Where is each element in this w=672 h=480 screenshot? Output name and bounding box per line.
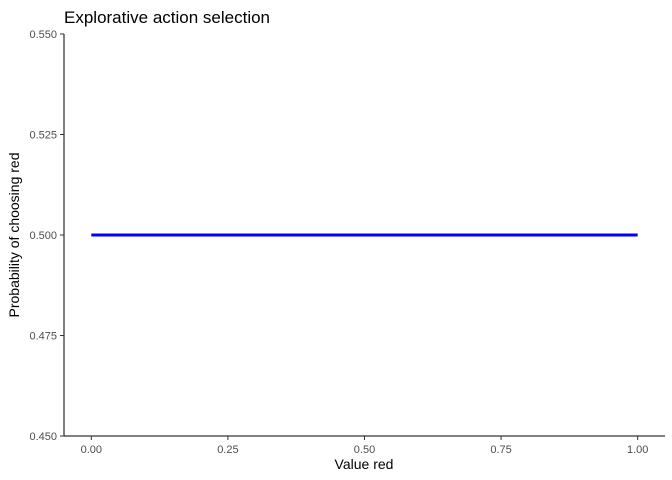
x-axis-title: Value red [335,456,394,472]
x-tick-label: 0.75 [490,444,511,456]
y-axis: 0.450 0.475 0.500 0.525 0.550 [29,29,65,443]
x-tick-label: 0.00 [81,444,102,456]
y-axis-title: Probability of choosing red [6,153,22,318]
y-tick-label: 0.525 [29,130,57,142]
chart-title: Explorative action selection [64,8,270,27]
y-tick-label: 0.450 [29,431,57,443]
y-tick-label: 0.475 [29,331,57,343]
x-tick-label: 0.25 [217,444,238,456]
x-tick-label: 0.50 [354,444,375,456]
x-axis: 0.00 0.25 0.50 0.75 1.00 [64,435,665,456]
y-tick-label: 0.550 [29,29,57,41]
y-tick-label: 0.500 [29,230,57,242]
x-tick-label: 1.00 [627,444,648,456]
